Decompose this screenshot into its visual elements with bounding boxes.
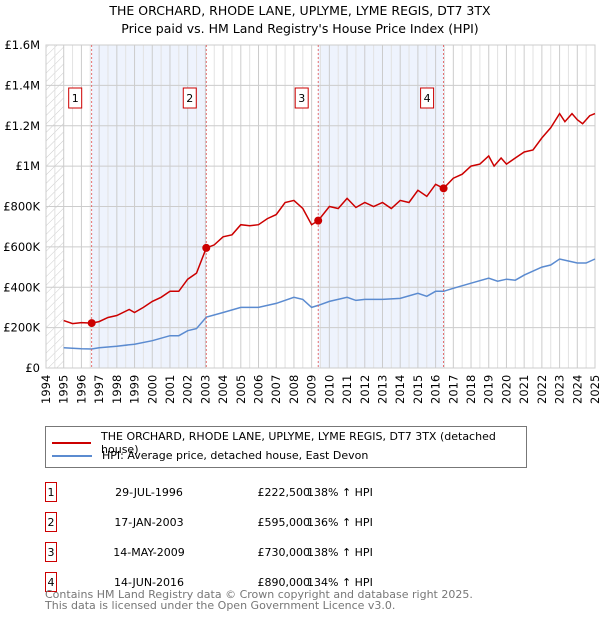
x-tick-label: 2023 — [553, 375, 567, 404]
sale-badge-number: 2 — [186, 92, 193, 105]
sale-badge-number: 1 — [72, 92, 79, 105]
sale-badge — [68, 87, 83, 109]
y-tick-label: £1.6M — [4, 38, 40, 52]
x-tick-label: 2004 — [216, 375, 230, 404]
footer-licence: This data is licensed under the Open Gov… — [45, 599, 396, 612]
transaction-number: 4 — [45, 572, 57, 592]
transaction-number: 3 — [45, 542, 57, 562]
sale-badge — [420, 87, 435, 109]
transaction-hpi: 134% ↑ HPI — [307, 576, 373, 589]
x-tick-label: 2025 — [588, 375, 600, 404]
y-tick-label: £400K — [3, 280, 40, 294]
x-tick-label: 2007 — [269, 375, 283, 404]
x-tick-label: 2002 — [181, 375, 195, 404]
sale-point — [439, 184, 448, 193]
x-tick-label: 1995 — [57, 375, 71, 404]
transaction-hpi: 136% ↑ HPI — [307, 516, 373, 529]
series-line — [63, 112, 596, 325]
transaction-number: 2 — [45, 512, 57, 532]
transaction-price: £730,000 — [257, 546, 311, 559]
series-line — [63, 258, 596, 350]
y-tick-label: £800K — [3, 200, 40, 214]
transaction-date: 29-JUL-1996 — [115, 486, 183, 499]
x-tick-label: 2020 — [499, 375, 513, 404]
x-tick-label: 2010 — [322, 375, 336, 404]
price-chart: 1994 1995 1996 1997 1998 1999 2000 2001 2002 2003… — [3, 38, 600, 404]
x-tick-label: 2008 — [287, 375, 301, 404]
y-tick-label: £1M — [15, 159, 40, 173]
x-tick-label: 1997 — [92, 375, 106, 404]
legend-swatch — [52, 454, 92, 457]
legend-label: HPI: Average price, detached house, East… — [102, 449, 369, 462]
x-tick-label: 2001 — [163, 375, 177, 404]
x-tick-label: 2005 — [234, 375, 248, 404]
sale-point — [87, 319, 96, 328]
x-tick-label: 2022 — [535, 375, 549, 404]
transaction-price: £595,000 — [257, 516, 311, 529]
footer: Contains HM Land Registry data © Crown c… — [45, 589, 473, 611]
x-tick-label: 2014 — [393, 375, 407, 404]
x-tick-label: 2015 — [411, 375, 425, 404]
x-tick-label: 2006 — [252, 375, 266, 404]
x-tick-label: 1996 — [74, 375, 88, 404]
transaction-hpi: 138% ↑ HPI — [307, 546, 373, 559]
x-tick-label: 1994 — [39, 375, 53, 404]
x-tick-label: 2019 — [482, 375, 496, 404]
x-tick-label: 2017 — [446, 375, 460, 404]
x-tick-label: 2013 — [375, 375, 389, 404]
y-tick-label: £1.2M — [4, 119, 40, 133]
x-tick-label: 1998 — [110, 375, 124, 404]
legend-label: THE ORCHARD, RHODE LANE, UPLYME, LYME RE… — [101, 430, 496, 456]
x-tick-label: 2011 — [340, 375, 354, 404]
transaction-date: 14-JUN-2016 — [113, 576, 185, 589]
footer-copyright: Contains HM Land Registry data © Crown c… — [45, 588, 473, 601]
sale-badge — [294, 87, 309, 109]
y-tick-label: £200K — [3, 321, 40, 335]
transaction-hpi: 138% ↑ HPI — [307, 486, 373, 499]
x-tick-label: 1999 — [128, 375, 142, 404]
x-tick-label: 2018 — [464, 375, 478, 404]
sale-badge-number: 4 — [424, 92, 431, 105]
x-tick-label: 2021 — [517, 375, 531, 404]
y-tick-label: £0 — [25, 361, 40, 375]
transaction-number: 1 — [45, 482, 57, 502]
transaction-price: £222,500 — [257, 486, 311, 499]
x-tick-label: 2024 — [570, 375, 584, 404]
sale-point — [202, 243, 211, 252]
x-tick-label: 2012 — [358, 375, 372, 404]
legend-item-hpi: HPI: Average price, detached house, East… — [52, 449, 368, 462]
x-tick-label: 2003 — [198, 375, 212, 404]
x-tick-label: 2000 — [145, 375, 159, 404]
transaction-date: 17-JAN-2003 — [114, 516, 184, 529]
legend-swatch — [52, 442, 92, 444]
sale-point — [314, 216, 323, 225]
y-tick-label: £1.4M — [4, 78, 40, 92]
plot-border — [45, 44, 596, 369]
y-tick-label: £600K — [3, 240, 40, 254]
legend: THE ORCHARD, RHODE LANE, UPLYME, LYME RE… — [45, 426, 527, 468]
sale-badge — [182, 87, 197, 109]
x-tick-label: 2016 — [429, 375, 443, 404]
sale-badge-number: 3 — [298, 92, 305, 105]
transaction-date: 14-MAY-2009 — [113, 546, 185, 559]
chart-title: THE ORCHARD, RHODE LANE, UPLYME, LYME RE… — [109, 3, 491, 18]
transaction-price: £890,000 — [257, 576, 311, 589]
legend-item-property: THE ORCHARD, RHODE LANE, UPLYME, LYME RE… — [52, 430, 526, 456]
x-tick-label: 2009 — [305, 375, 319, 404]
chart-subtitle: Price paid vs. HM Land Registry's House … — [121, 21, 479, 36]
